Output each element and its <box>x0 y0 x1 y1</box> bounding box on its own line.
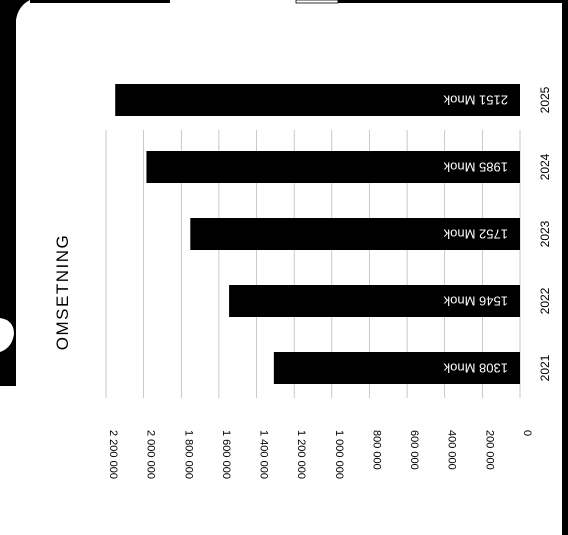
data-label: 1752 Mnok <box>443 226 508 241</box>
bar-2021 <box>273 352 520 384</box>
top-border-strip-left <box>30 0 170 3</box>
x-tick-label: 1 800 000 <box>182 430 194 479</box>
top-border-strip-right <box>338 0 568 3</box>
top-border-marker <box>295 0 339 4</box>
x-tick-label: 2 000 000 <box>145 430 157 479</box>
bars-group: 1308 Mnok 1546 Mnok 1752 Mnok 1985 Mnok 2151… <box>115 84 520 384</box>
chart-title: OMSETNING <box>53 234 72 350</box>
category-label: 2024 <box>538 153 552 180</box>
x-tick-label: 1 600 000 <box>220 430 232 479</box>
category-label: 2025 <box>538 86 552 113</box>
category-labels: 2021 2022 2023 2024 2025 <box>538 86 552 381</box>
bar-2022 <box>229 285 520 317</box>
x-tick-label: 1 400 000 <box>258 430 270 479</box>
left-border-band <box>0 0 30 386</box>
x-tick-label: 400 000 <box>446 430 458 470</box>
x-tick-label: 2 200 000 <box>107 430 119 479</box>
bar-2025 <box>115 84 520 116</box>
x-tick-label: 800 000 <box>370 430 382 470</box>
right-border-strip <box>562 0 568 535</box>
data-label: 2151 Mnok <box>443 92 508 107</box>
x-tick-label: 1 000 000 <box>333 430 345 479</box>
data-label: 1308 Mnok <box>443 360 508 375</box>
x-tick-labels: 0 200 000 400 000 600 000 800 000 1 000 000 1 … <box>107 430 533 479</box>
data-label: 1985 Mnok <box>443 159 508 174</box>
x-tick-label: 200 000 <box>483 430 495 470</box>
category-label: 2023 <box>538 220 552 247</box>
left-border-notch <box>0 318 14 352</box>
bar-2023 <box>190 218 520 250</box>
category-label: 2022 <box>538 287 552 314</box>
data-label: 1546 Mnok <box>443 293 508 308</box>
x-tick-label: 0 <box>521 430 533 436</box>
category-label: 2021 <box>538 354 552 381</box>
x-tick-label: 1 200 000 <box>295 430 307 479</box>
bar-2024 <box>146 151 520 183</box>
x-tick-label: 600 000 <box>408 430 420 470</box>
